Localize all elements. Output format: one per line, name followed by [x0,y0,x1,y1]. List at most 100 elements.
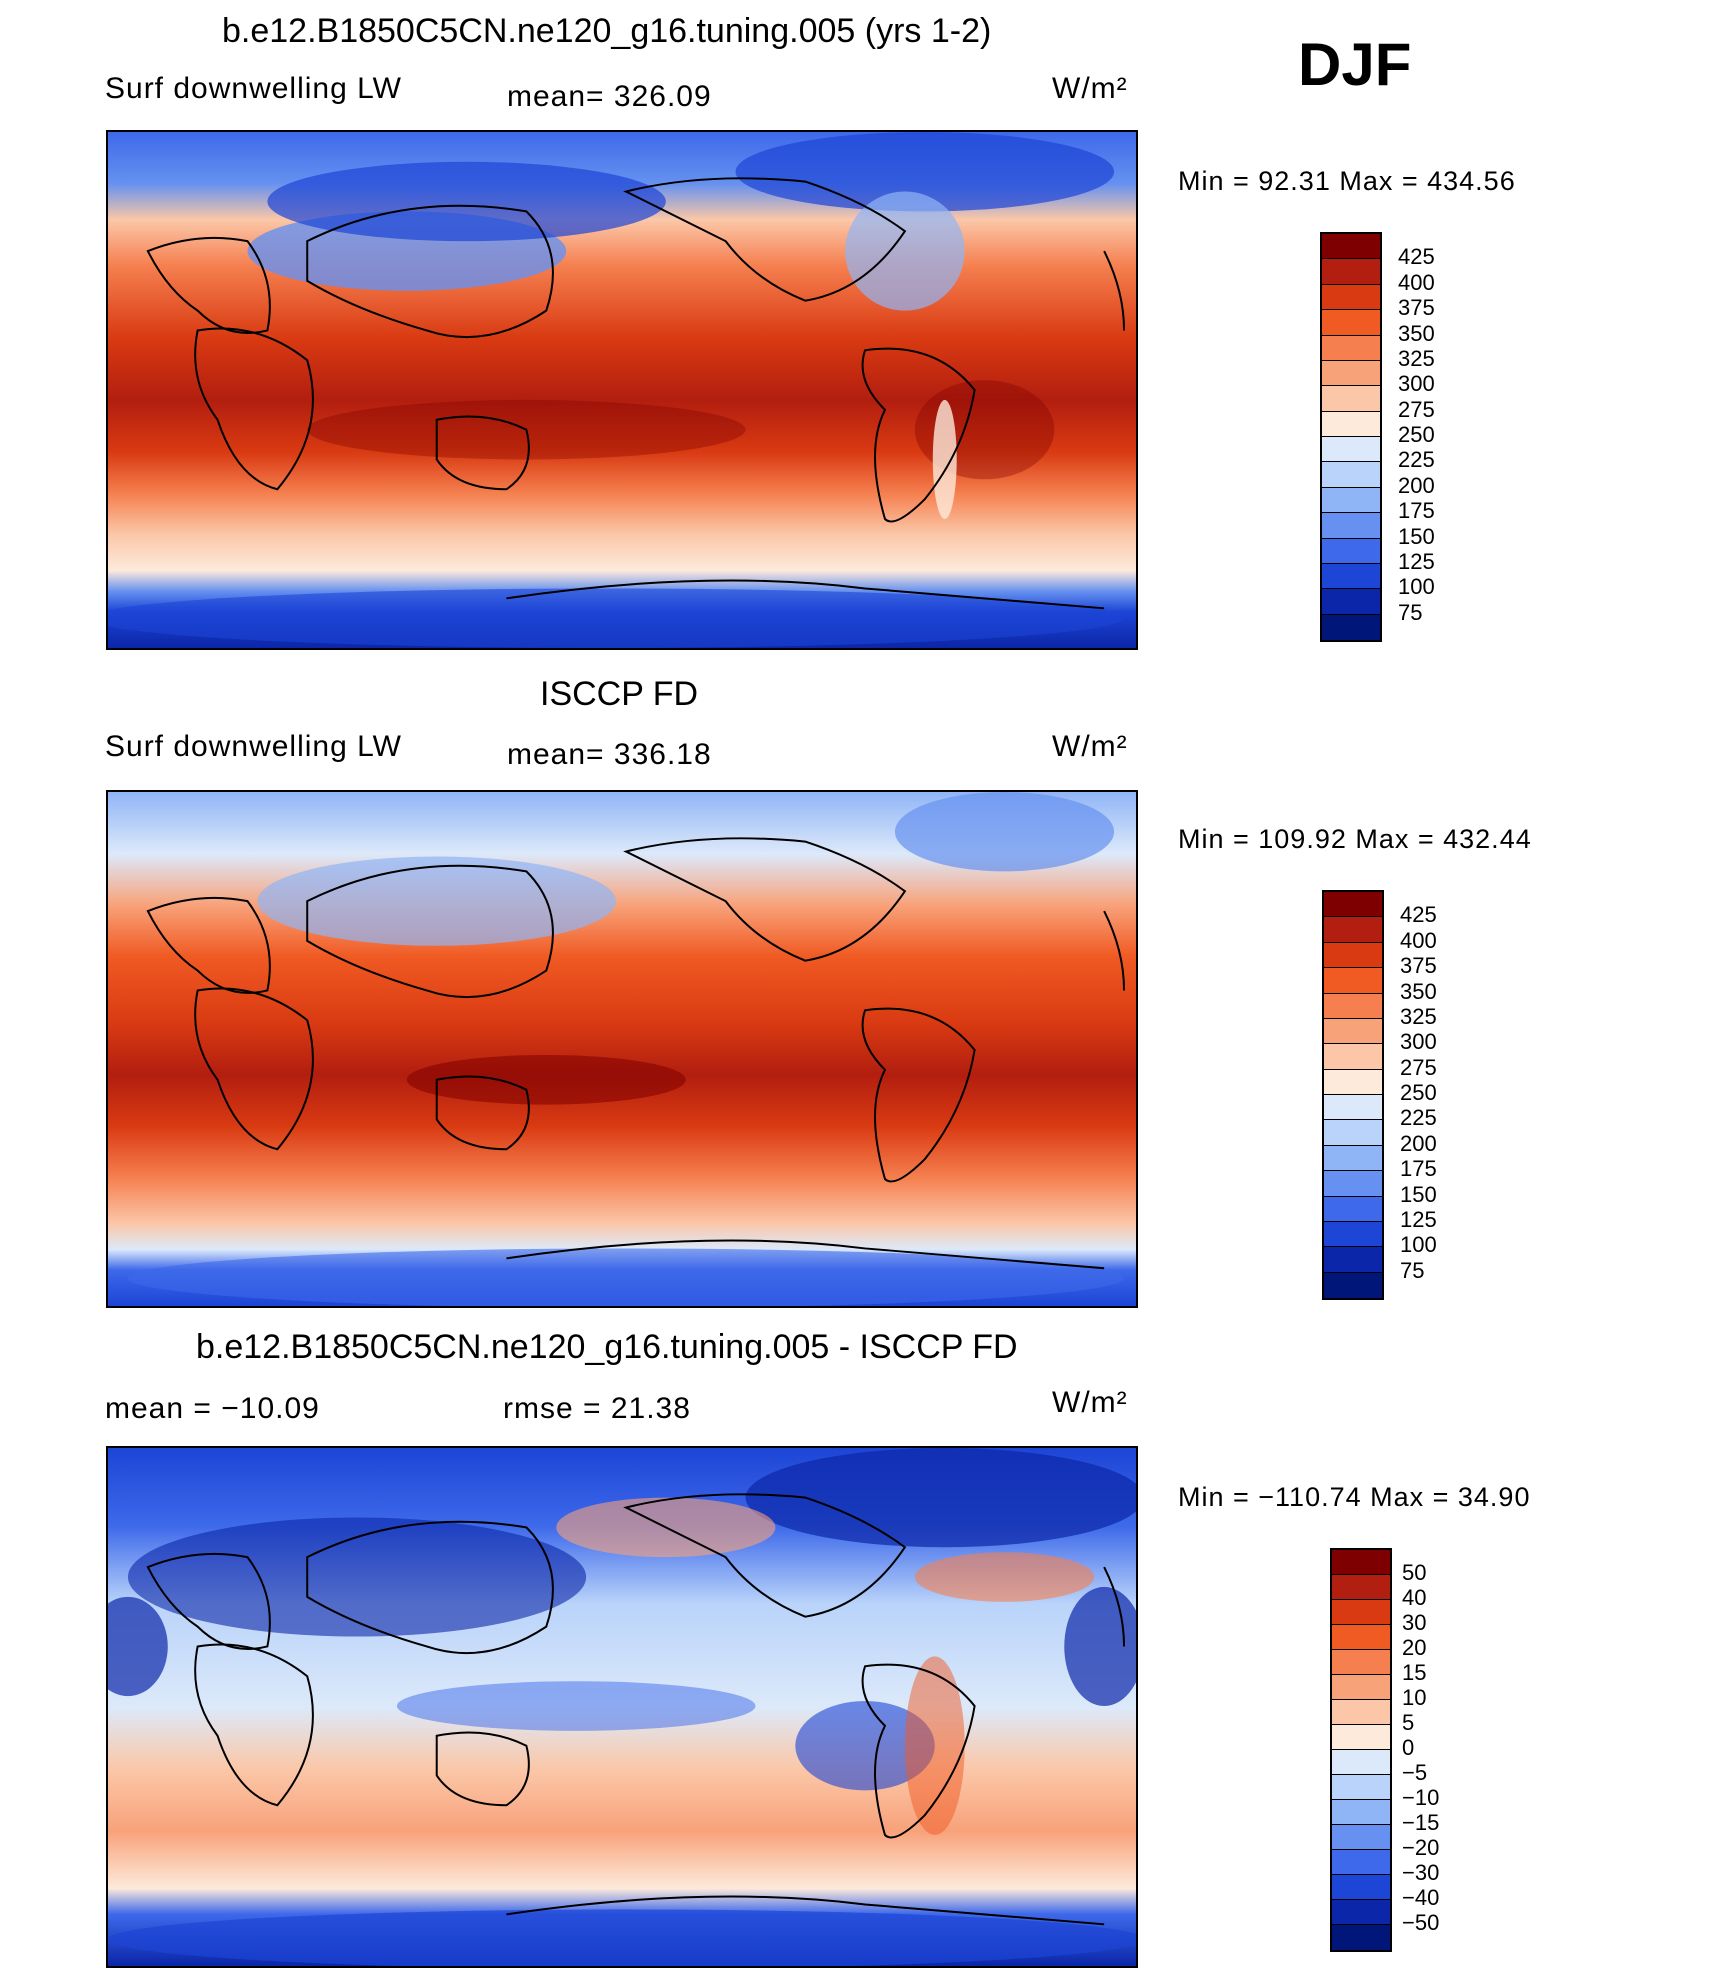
colorbar-swatch [1324,1120,1382,1146]
colorbar-swatch [1332,1700,1390,1725]
variable-label-obs: Surf downwelling LW [105,730,402,763]
colorbar-swatch [1332,1825,1390,1850]
colorbar-swatch [1324,1018,1382,1045]
colorbar-tick-label: 375 [1398,295,1435,321]
colorbar-swatch [1322,513,1380,539]
colorbar-swatch [1332,1875,1390,1900]
colorbar-swatch [1322,335,1380,361]
colorbar-swatch [1322,259,1380,285]
colorbar-tick-label: 375 [1400,953,1437,979]
colorbar-swatch [1332,1925,1390,1950]
units-label-diff: W/m² [1052,1386,1128,1419]
colorbar-model [1320,232,1382,642]
colorbar-tick-label: 200 [1400,1130,1437,1156]
colorbar-swatch [1324,1221,1382,1248]
colorbar-swatch [1332,1675,1390,1700]
colorbar-swatch [1324,993,1382,1019]
colorbar-tick-label: −30 [1402,1860,1440,1885]
colorbar-swatch [1322,563,1380,590]
colorbar-tick-label: 200 [1398,472,1435,498]
panel-title-diff: b.e12.B1850C5CN.ne120_g16.tuning.005 - I… [196,1328,1018,1366]
colorbar-tick-label: 300 [1398,371,1435,397]
colorbar-tick-label: 15 [1402,1660,1427,1685]
colorbar-tick-label: 275 [1400,1054,1437,1080]
colorbar-tick-label: −40 [1402,1885,1440,1910]
map-model [106,130,1138,650]
colorbar-swatch [1332,1625,1390,1650]
mean-label-obs: mean= 336.18 [507,738,712,771]
panel-title-obs: ISCCP FD [540,675,699,713]
colorbar-swatch [1322,487,1380,514]
colorbar-tick-label: 350 [1398,320,1435,346]
minmax-label-obs: Min = 109.92 Max = 432.44 [1178,824,1532,854]
colorbar-tick-label: 225 [1400,1105,1437,1131]
units-label-model: W/m² [1052,72,1128,105]
colorbar-tick-label: 325 [1398,345,1435,371]
colorbar-tick-label: 325 [1400,1003,1437,1029]
colorbar-swatch [1322,462,1380,488]
colorbar-tick-label: 0 [1402,1735,1415,1760]
colorbar-tick-label: 20 [1402,1635,1427,1660]
colorbar-tick-label: −20 [1402,1835,1440,1860]
colorbar-swatch [1324,892,1382,918]
colorbar-tick-label: 350 [1400,978,1437,1004]
colorbar-tick-label: 250 [1398,422,1435,447]
map-obs [106,790,1138,1308]
colorbar-tick-label: 40 [1402,1585,1427,1610]
colorbar-tick-label: 5 [1402,1710,1415,1735]
colorbar-tick-label: −15 [1402,1810,1440,1835]
colorbar-swatch [1332,1775,1390,1800]
colorbar-swatch [1324,968,1382,994]
colorbar-swatch [1322,234,1380,260]
map-diff [106,1446,1138,1968]
colorbar-tick-label: 50 [1402,1560,1427,1585]
colorbar-tick-label: 175 [1398,498,1435,524]
colorbar-tick-label: 175 [1400,1156,1437,1182]
colorbar-swatch [1332,1750,1390,1775]
colorbar-swatch [1324,1145,1382,1172]
colorbar-swatch [1322,437,1380,463]
units-label-obs: W/m² [1052,730,1128,763]
colorbar-swatch [1332,1600,1390,1625]
colorbar-swatch [1332,1550,1390,1575]
minmax-label-diff: Min = −110.74 Max = 34.90 [1178,1482,1531,1512]
colorbar-swatch [1322,284,1380,311]
colorbar-tick-label: 150 [1400,1181,1437,1207]
rmse-label-diff: rmse = 21.38 [503,1392,691,1425]
colorbar-tick-label: 10 [1402,1685,1427,1710]
colorbar-swatch [1324,942,1382,969]
colorbar-swatch [1332,1725,1390,1750]
colorbar-swatch [1322,310,1380,336]
colorbar-tick-label: 150 [1398,523,1435,549]
colorbar-swatch [1324,1196,1382,1222]
colorbar-tick-label: 400 [1400,927,1437,953]
colorbar-tick-label: 100 [1400,1232,1437,1258]
colorbar-swatch [1322,386,1380,412]
colorbar-tick-label: −10 [1402,1785,1440,1810]
colorbar-swatch [1332,1800,1390,1825]
minmax-label-model: Min = 92.31 Max = 434.56 [1178,166,1516,196]
colorbar-swatch [1322,411,1380,437]
colorbar-swatch [1332,1650,1390,1675]
colorbar-tick-label: −50 [1402,1910,1440,1935]
colorbar-tick-label: 400 [1398,269,1435,295]
colorbar-tick-label: 125 [1400,1206,1437,1232]
colorbar-tick-label: 30 [1402,1610,1427,1635]
colorbar-tick-label: 250 [1400,1080,1437,1105]
variable-label-model: Surf downwelling LW [105,72,402,105]
colorbar-swatch [1332,1575,1390,1600]
colorbar-swatch [1324,1247,1382,1273]
colorbar-tick-label: 75 [1398,599,1423,625]
colorbar-tick-label: 75 [1400,1257,1425,1283]
colorbar-swatch [1322,589,1380,615]
panel-title-model: b.e12.B1850C5CN.ne120_g16.tuning.005 (yr… [222,12,992,50]
colorbar-swatch [1332,1900,1390,1925]
colorbar-swatch [1324,1069,1382,1095]
colorbar-tick-label: 425 [1398,244,1435,270]
colorbar-swatch [1322,538,1380,564]
colorbar-swatch [1322,360,1380,387]
mean-label-model: mean= 326.09 [507,80,712,113]
colorbar-tick-label: 425 [1400,902,1437,928]
colorbar-obs [1322,890,1384,1300]
colorbar-tick-label: 100 [1398,574,1435,600]
